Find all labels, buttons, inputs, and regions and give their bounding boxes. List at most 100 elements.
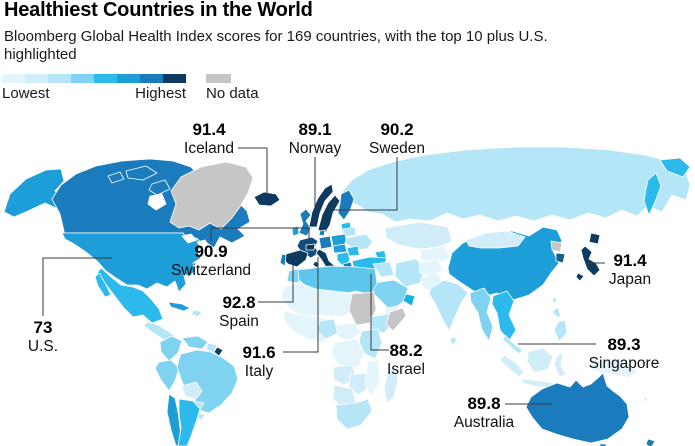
- callout-singapore: 89.3 Singapore: [589, 336, 660, 374]
- map-region-switzerland: [305, 243, 316, 251]
- map-region-new-guinea: [588, 357, 639, 379]
- map-region-colombia: [159, 335, 183, 362]
- callout-italy-name: Italy: [244, 363, 274, 380]
- legend-swatch-4: [94, 74, 117, 83]
- callout-singapore-name: Singapore: [588, 355, 660, 372]
- map-region-new-zealand: [645, 438, 656, 446]
- legend-swatch-0: [2, 74, 25, 83]
- map-region-peru: [154, 359, 180, 392]
- callout-us-name: U.S.: [27, 338, 59, 355]
- black-sea: [357, 247, 376, 259]
- map-region-sudan: [348, 291, 377, 326]
- map-region-finland: [337, 189, 355, 221]
- callout-australia-name: Australia: [453, 414, 515, 431]
- map-region-malay-peninsula: [502, 334, 524, 355]
- map-region-sri-lanka: [449, 336, 458, 346]
- map-region-portugal: [279, 253, 287, 267]
- callout-spain: 92.8 Spain: [219, 294, 259, 332]
- callout-sweden: 90.2 Sweden: [369, 121, 425, 159]
- chart-subtitle: Bloomberg Global Health Index scores for…: [4, 28, 674, 64]
- callout-singapore-score: 89.3: [607, 335, 641, 354]
- callout-japan-score: 91.4: [613, 251, 647, 270]
- map-region-germany: [318, 235, 333, 250]
- map-region-madagascar: [383, 367, 399, 404]
- map-region-argentina: [177, 398, 201, 446]
- map-region-borneo: [526, 347, 554, 374]
- map-region-uk: [298, 208, 312, 237]
- nodata-swatch-rect: [206, 74, 231, 83]
- map-region-canada-arctic-islands: [107, 165, 171, 196]
- callout-australia-score: 89.8: [467, 394, 501, 413]
- map-region-taiwan: [551, 296, 558, 306]
- map-region-hispaniola: [190, 309, 203, 318]
- callout-australia: 89.8 Australia: [454, 395, 514, 433]
- callout-switzerland-score: 90.9: [194, 242, 228, 261]
- legend-highest-label: Highest: [135, 85, 186, 102]
- callout-israel-score: 88.2: [389, 341, 423, 360]
- subtitle-line1: Bloomberg Global Health Index scores for…: [4, 28, 548, 45]
- leader-line-iceland: [238, 147, 268, 195]
- leader-line-sweden: [333, 157, 398, 211]
- callout-israel: 88.2 Israel: [387, 342, 425, 380]
- leader-line-switzerland: [210, 227, 310, 243]
- legend-color-ramp: [2, 74, 186, 83]
- map-region-iceland: [253, 191, 281, 207]
- map-region-sumatra: [499, 354, 525, 378]
- legend-swatch-3: [71, 74, 94, 83]
- caspian-sea: [382, 239, 396, 263]
- callout-norway-score: 89.1: [298, 120, 332, 139]
- map-region-new-caledonia: [642, 395, 649, 403]
- hudson-bay: [147, 193, 167, 211]
- map-region-zambia-zimbabwe: [348, 372, 371, 396]
- callout-norway: 89.1 Norway: [289, 121, 342, 159]
- legend-swatch-2: [48, 74, 71, 83]
- legend-nodata-swatch: [206, 74, 231, 83]
- callout-italy-score: 91.6: [242, 343, 276, 362]
- map-region-venezuela: [181, 335, 209, 350]
- map-region-philippines: [551, 306, 568, 342]
- leader-line-spain: [258, 264, 294, 303]
- map-region-myanmar-thailand: [469, 287, 494, 342]
- leader-line-italy: [283, 257, 319, 353]
- map-region-afghanistan: [418, 258, 444, 278]
- callout-norway-name: Norway: [288, 140, 342, 157]
- map-region-baja-california: [94, 272, 112, 298]
- map-region-mexico: [96, 267, 164, 324]
- map-region-north-korea: [550, 240, 563, 253]
- callout-iceland: 91.4 Iceland: [184, 121, 234, 159]
- map-region-russia: [341, 146, 691, 223]
- map-region-denmark: [318, 229, 326, 237]
- callout-us: 73 U.S.: [28, 319, 58, 357]
- map-region-south-korea: [555, 252, 566, 264]
- map-region-oman: [402, 293, 416, 307]
- map-region-south-africa: [335, 398, 373, 430]
- map-region-kamchatka: [643, 172, 662, 216]
- map-region-japan: [575, 232, 601, 282]
- map-region-australia: [525, 372, 630, 444]
- callout-sweden-name: Sweden: [368, 140, 426, 157]
- map-region-mozambique: [364, 359, 381, 398]
- callout-sweden-score: 90.2: [380, 120, 414, 139]
- map-region-central-asia: [419, 245, 451, 265]
- map-region-kazakhstan: [384, 221, 453, 250]
- leader-line-us: [42, 257, 112, 316]
- map-region-austria-hungary: [332, 243, 348, 254]
- leader-line-israel: [370, 274, 389, 351]
- legend-swatch-1: [25, 74, 48, 83]
- map-region-iraq-syria: [372, 261, 395, 278]
- map-region-mongolia: [465, 230, 526, 249]
- callout-japan-name: Japan: [608, 271, 652, 288]
- callout-israel-name: Israel: [387, 361, 425, 378]
- map-region-guyanas: [205, 342, 218, 354]
- legend-nodata-label: No data: [206, 85, 259, 102]
- map-region-alaska: [3, 168, 67, 218]
- callout-switzerland: 90.9 Switzerland: [171, 243, 251, 281]
- map-region-vietnam: [491, 290, 517, 342]
- legend-swatch-5: [117, 74, 140, 83]
- map-region-spain: [282, 249, 309, 268]
- callout-spain-score: 92.8: [222, 293, 256, 312]
- callout-switzerland-name: Switzerland: [170, 262, 252, 279]
- map-region-greenland: [169, 161, 254, 231]
